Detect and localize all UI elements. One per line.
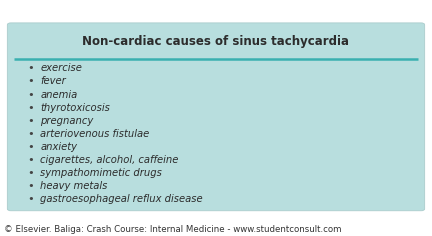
Text: •: • — [27, 90, 34, 100]
Text: •: • — [27, 181, 34, 191]
Text: © Elsevier. Baliga: Crash Course: Internal Medicine - www.studentconsult.com: © Elsevier. Baliga: Crash Course: Intern… — [4, 225, 342, 234]
Text: thyrotoxicosis: thyrotoxicosis — [40, 103, 110, 113]
Text: fever: fever — [40, 76, 66, 87]
Text: •: • — [27, 129, 34, 139]
Text: •: • — [27, 142, 34, 152]
Text: sympathomimetic drugs: sympathomimetic drugs — [40, 168, 162, 178]
Text: •: • — [27, 76, 34, 87]
FancyBboxPatch shape — [7, 23, 425, 211]
Text: •: • — [27, 194, 34, 204]
Text: pregnancy: pregnancy — [40, 116, 93, 126]
Text: arteriovenous fistulae: arteriovenous fistulae — [40, 129, 149, 139]
Text: •: • — [27, 63, 34, 73]
Text: •: • — [27, 168, 34, 178]
Text: cigarettes, alcohol, caffeine: cigarettes, alcohol, caffeine — [40, 155, 178, 165]
Text: Non-cardiac causes of sinus tachycardia: Non-cardiac causes of sinus tachycardia — [83, 35, 349, 48]
Text: •: • — [27, 103, 34, 113]
Text: exercise: exercise — [40, 63, 82, 73]
Text: •: • — [27, 155, 34, 165]
Text: anemia: anemia — [40, 90, 77, 100]
Text: anxiety: anxiety — [40, 142, 77, 152]
Text: gastroesophageal reflux disease: gastroesophageal reflux disease — [40, 194, 203, 204]
Text: •: • — [27, 116, 34, 126]
Text: heavy metals: heavy metals — [40, 181, 108, 191]
